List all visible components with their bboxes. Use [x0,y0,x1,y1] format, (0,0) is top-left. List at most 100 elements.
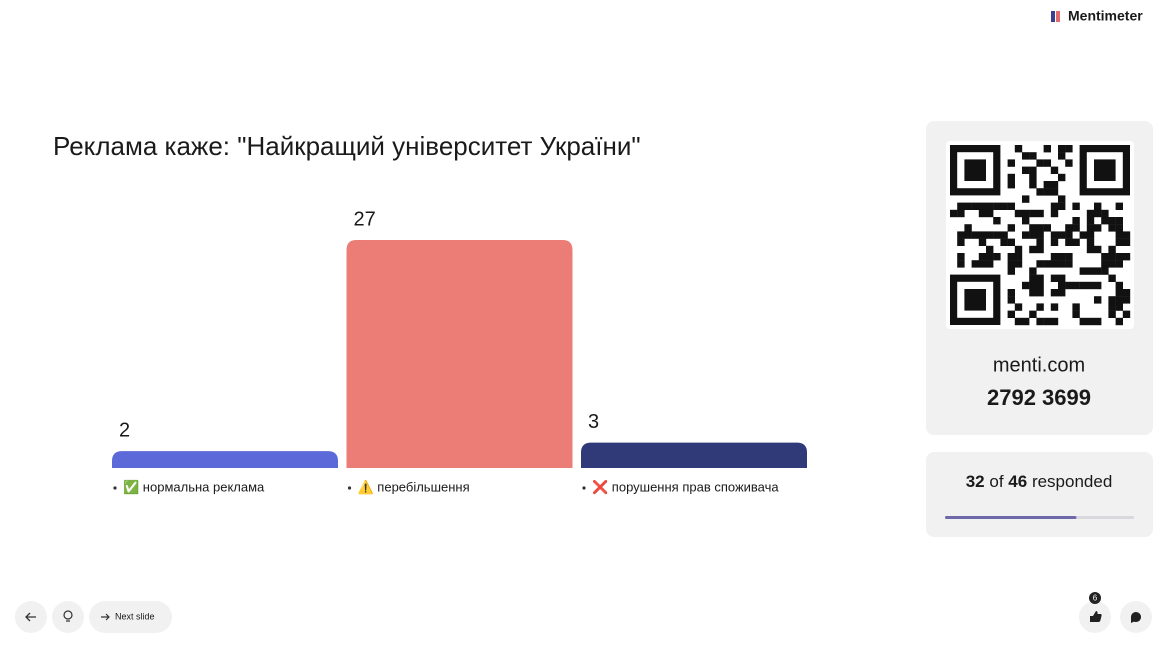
qr-module [1079,317,1087,326]
badge [1089,592,1101,604]
qr-module [1065,231,1073,239]
qr-module [971,231,979,239]
bar [346,240,573,468]
qr-module [978,231,987,239]
qr-module [1094,202,1102,210]
qr-module [1058,274,1066,282]
qr-module [1029,166,1037,174]
qr-module [1065,159,1073,167]
qr-module [1094,281,1102,290]
qr-module [1122,253,1131,261]
qr-module [1043,317,1051,326]
qr-module [1029,181,1037,189]
qr-module [1058,253,1066,261]
category-label: ✅ нормальна реклама [123,479,265,494]
qr-module [1086,245,1095,254]
qr-module [1079,267,1087,275]
qr-module [1115,238,1123,246]
qr-module [1086,317,1095,326]
qr-module [1072,217,1080,225]
qr-module [1108,274,1116,282]
qr-module [1036,238,1044,246]
logo-icon [1051,11,1055,22]
reactions-button[interactable]: 6 [1079,592,1111,633]
button-bg[interactable] [52,601,84,633]
qr-module [978,202,987,210]
qr-module [1115,260,1123,268]
qr-module [1007,253,1015,261]
qr-module [1065,224,1073,232]
qr-module [1101,260,1109,268]
qr-module [993,217,1001,225]
hint-button[interactable] [52,601,84,633]
qr-module [950,209,958,218]
qr-module [1115,296,1123,304]
qr-module [1036,245,1044,254]
category-label: ❌ порушення прав споживача [592,479,779,495]
qr-module [1050,303,1059,311]
back-button[interactable] [15,601,47,633]
qr-module [1000,238,1008,246]
qr-module [1122,296,1131,304]
qr-module [1014,253,1023,261]
qr-module [1058,195,1066,203]
qr-module [1050,181,1059,189]
qr-module [1050,260,1059,268]
qr-module [1108,253,1116,261]
qr-module [1007,159,1015,167]
brand: Mentimeter [1068,8,1143,24]
qr-module [1108,303,1116,311]
qr-module [993,253,1001,261]
qr-module [1050,166,1059,174]
chat-button[interactable] [1120,601,1152,633]
thumb-icon [1090,611,1102,622]
qr-module [1065,238,1073,246]
qr-module [1036,260,1044,268]
qr-module [1014,303,1023,311]
qr-module [1094,209,1102,218]
responses-of: of [989,472,1003,491]
qr-finder [1079,145,1130,196]
qr-module [1058,260,1066,268]
value-label: 27 [354,208,376,230]
qr-module [1029,224,1037,232]
qr-module [1072,310,1080,318]
qr-module [1115,303,1123,311]
qr-module [1072,238,1080,246]
qr-code [949,145,1131,326]
value-label: 3 [588,411,599,433]
next-button[interactable]: Next slide [89,601,172,633]
qr-module [1058,152,1066,160]
qr-module [978,209,987,218]
qr-module [1058,281,1066,290]
qr-module [1022,217,1030,225]
bullet [347,486,352,490]
qr-module [1072,303,1080,311]
qr-module [986,209,994,218]
qr-module [1094,245,1102,254]
qr-module [1036,188,1044,196]
qr-module [957,231,965,239]
qr-module [1086,224,1095,232]
qr-module [1072,281,1080,290]
qr-module [1029,231,1037,239]
qr-module [1007,289,1015,297]
qr-module [1007,260,1015,268]
qr-module [964,202,972,210]
qr-module [1108,245,1116,254]
bullet [113,486,117,490]
qr-module [1058,173,1066,182]
qr-module [1115,202,1123,210]
qr-module [1029,289,1037,297]
qr-module [1007,181,1015,189]
qr-module [978,260,987,268]
button-bg[interactable] [89,601,172,633]
progress-fill [945,516,1077,519]
qr-module [1050,289,1059,297]
qr-module [1094,317,1102,326]
next-label[interactable]: Next slide [115,611,155,621]
qr-module [1058,202,1066,210]
qr-module [1115,231,1123,239]
qr-module [1029,152,1037,160]
